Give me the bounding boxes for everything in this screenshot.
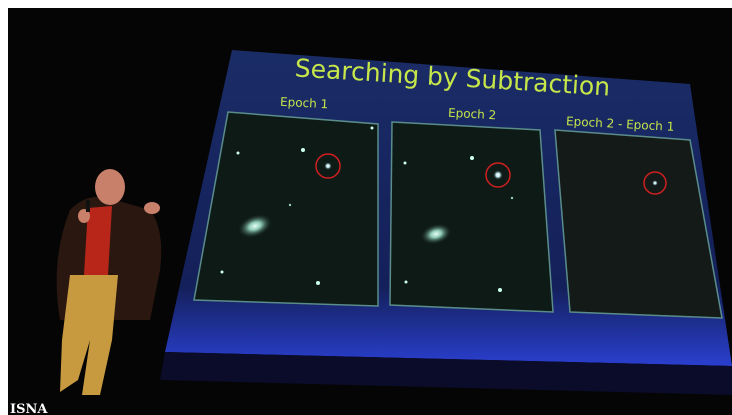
panel-difference: Epoch 2 - Epoch 1	[554, 114, 723, 319]
highlight-circle	[315, 153, 341, 179]
panel-label: Epoch 2	[448, 106, 497, 123]
panel-frame	[554, 129, 723, 319]
galaxy	[237, 213, 273, 239]
shirt	[84, 206, 112, 275]
panel-epoch-2: Epoch 2	[389, 106, 554, 313]
star	[220, 270, 224, 274]
star	[493, 170, 503, 180]
panel-label: Epoch 2 - Epoch 1	[566, 114, 675, 134]
star	[236, 151, 240, 155]
hand	[78, 209, 90, 223]
trousers	[60, 275, 118, 395]
star	[288, 203, 292, 207]
microphone	[86, 200, 90, 212]
head	[95, 169, 125, 205]
star	[404, 280, 408, 284]
star	[301, 148, 305, 152]
star	[403, 161, 407, 165]
star	[324, 162, 332, 170]
watermark: ISNA	[10, 402, 48, 415]
speaker	[56, 169, 162, 395]
star	[316, 281, 320, 285]
panel-frame	[193, 111, 379, 307]
stage-edge	[160, 352, 732, 395]
panel-frame	[389, 121, 554, 313]
hand	[144, 202, 160, 214]
star	[470, 156, 474, 160]
galaxy	[420, 223, 452, 245]
star	[370, 126, 374, 130]
highlight-circle	[643, 171, 667, 195]
panel-epoch-1: Epoch 1	[193, 95, 379, 307]
star	[510, 196, 514, 200]
panel-label: Epoch 1	[280, 95, 329, 112]
highlight-circle	[485, 162, 511, 188]
star	[498, 288, 502, 292]
star	[652, 180, 658, 186]
